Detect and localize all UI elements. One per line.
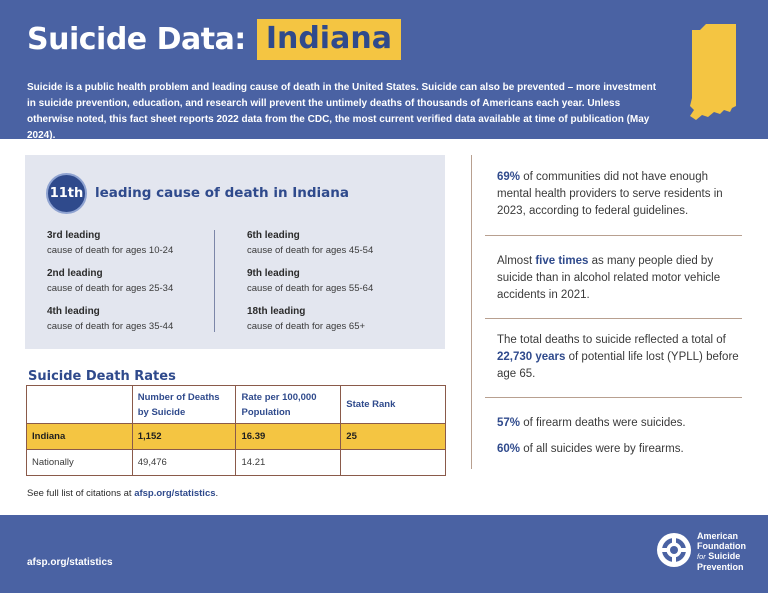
fact-divider bbox=[485, 235, 742, 236]
lead-item: 6th leading cause of death for ages 45-5… bbox=[247, 229, 373, 267]
table-cell: 16.39 bbox=[235, 423, 342, 450]
leading-cause-panel: 11th leading cause of death in Indiana 3… bbox=[25, 155, 445, 349]
table-header-cell: Number of Deaths by Suicide bbox=[131, 385, 237, 424]
table-cell bbox=[340, 449, 446, 476]
lead-rank: 2nd leading bbox=[47, 268, 103, 279]
lead-rank: 18th leading bbox=[247, 306, 306, 317]
fact-text: of firearm deaths were suicides. bbox=[520, 417, 686, 429]
logo-line: American bbox=[697, 531, 739, 541]
table-cell: 25 bbox=[340, 423, 446, 450]
lead-item: 9th leading cause of death for ages 55-6… bbox=[247, 267, 373, 305]
lead-desc: cause of death for ages 25-34 bbox=[47, 283, 174, 294]
table-cell: Nationally bbox=[26, 449, 133, 476]
leading-column-left: 3rd leading cause of death for ages 10-2… bbox=[47, 229, 173, 343]
fact-text: of potential life lost (YPLL) before age… bbox=[497, 351, 739, 380]
intro-paragraph: Suicide is a public health problem and l… bbox=[27, 82, 657, 141]
lead-rank: 6th leading bbox=[247, 230, 300, 241]
table-header-cell: Rate per 100,000 Population bbox=[235, 385, 342, 424]
fact-highlight: 60% bbox=[497, 443, 521, 455]
lead-rank: 3rd leading bbox=[47, 230, 101, 241]
table-header-cell: State Rank bbox=[340, 385, 446, 424]
lead-item: 18th leading cause of death for ages 65+ bbox=[247, 305, 373, 343]
lead-desc: cause of death for ages 65+ bbox=[247, 321, 366, 332]
lead-rank: 4th leading bbox=[47, 306, 100, 317]
fact-text: of all suicides were by firearms. bbox=[520, 443, 684, 455]
table-cell: 1,152 bbox=[131, 423, 237, 450]
lead-item: 2nd leading cause of death for ages 25-3… bbox=[47, 267, 173, 305]
header-banner: Suicide Data: Indiana Suicide is a publi… bbox=[0, 0, 768, 141]
lead-item: 3rd leading cause of death for ages 10-2… bbox=[47, 229, 173, 267]
suicide-death-rates-table: Number of Deaths by Suicide Rate per 100… bbox=[26, 385, 446, 476]
citation-note: See full list of citations at afsp.org/s… bbox=[27, 488, 218, 499]
title-text: Suicide Data: bbox=[27, 21, 246, 57]
fact-text: as many people died by suicide than in a… bbox=[497, 255, 721, 301]
lead-desc: cause of death for ages 35-44 bbox=[47, 321, 174, 332]
indiana-map-icon bbox=[690, 24, 736, 120]
table-cell: 14.21 bbox=[235, 449, 342, 476]
rates-section-title: Suicide Death Rates bbox=[28, 369, 176, 384]
table-header-cell bbox=[26, 385, 133, 424]
fact-divider bbox=[485, 318, 742, 319]
fact-providers: 69% of communities did not have enough m… bbox=[497, 169, 742, 220]
vertical-divider bbox=[471, 155, 472, 469]
fact-highlight: 69% bbox=[497, 171, 521, 183]
lead-desc: cause of death for ages 10-24 bbox=[47, 245, 174, 256]
lead-desc: cause of death for ages 45-54 bbox=[247, 245, 374, 256]
rank-badge: 11th bbox=[46, 173, 87, 214]
fact-highlight: 57% bbox=[497, 417, 521, 429]
fact-highlight: 22,730 years bbox=[497, 351, 566, 363]
afsp-logo-text: American Foundation for Suicide Preventi… bbox=[697, 531, 746, 572]
leading-column-right: 6th leading cause of death for ages 45-5… bbox=[247, 229, 373, 343]
lifebuoy-logo-icon bbox=[657, 533, 691, 567]
fact-motor-vehicle: Almost five times as many people died by… bbox=[497, 253, 742, 304]
citation-suffix: . bbox=[215, 488, 219, 499]
lead-desc: cause of death for ages 55-64 bbox=[247, 283, 374, 294]
fact-divider bbox=[485, 397, 742, 398]
state-name-highlight: Indiana bbox=[256, 18, 401, 60]
footer-link[interactable]: afsp.org/statistics bbox=[27, 557, 113, 568]
fact-highlight: five times bbox=[535, 255, 589, 267]
logo-line: Prevention bbox=[697, 562, 744, 572]
fact-ypll: The total deaths to suicide reflected a … bbox=[497, 332, 742, 383]
fact-text-pre: Almost bbox=[497, 255, 536, 267]
lead-rank: 9th leading bbox=[247, 268, 300, 279]
footer-banner: afsp.org/statistics American Foundation … bbox=[0, 515, 768, 593]
column-divider bbox=[214, 230, 215, 332]
leading-cause-heading: leading cause of death in Indiana bbox=[95, 185, 350, 201]
logo-for: for bbox=[697, 552, 706, 561]
fact-text-pre: The total deaths to suicide reflected a … bbox=[497, 334, 726, 346]
fact-firearm-deaths: 57% of firearm deaths were suicides. bbox=[497, 415, 742, 432]
table-cell: 49,476 bbox=[131, 449, 237, 476]
logo-line: Foundation bbox=[697, 541, 746, 551]
citation-link[interactable]: afsp.org/statistics bbox=[134, 488, 216, 499]
fact-firearm-suicides: 60% of all suicides were by firearms. bbox=[497, 441, 742, 458]
logo-line: Suicide bbox=[708, 551, 741, 561]
citation-prefix: See full list of citations at bbox=[27, 488, 135, 499]
page-title: Suicide Data: Indiana bbox=[27, 18, 401, 60]
table-cell: Indiana bbox=[26, 423, 133, 450]
fact-text: of communities did not have enough menta… bbox=[497, 171, 723, 217]
table-row-national: Nationally 49,476 14.21 bbox=[26, 449, 446, 476]
table-header-row: Number of Deaths by Suicide Rate per 100… bbox=[26, 385, 446, 424]
table-row-state: Indiana 1,152 16.39 25 bbox=[26, 423, 446, 450]
lead-item: 4th leading cause of death for ages 35-4… bbox=[47, 305, 173, 343]
